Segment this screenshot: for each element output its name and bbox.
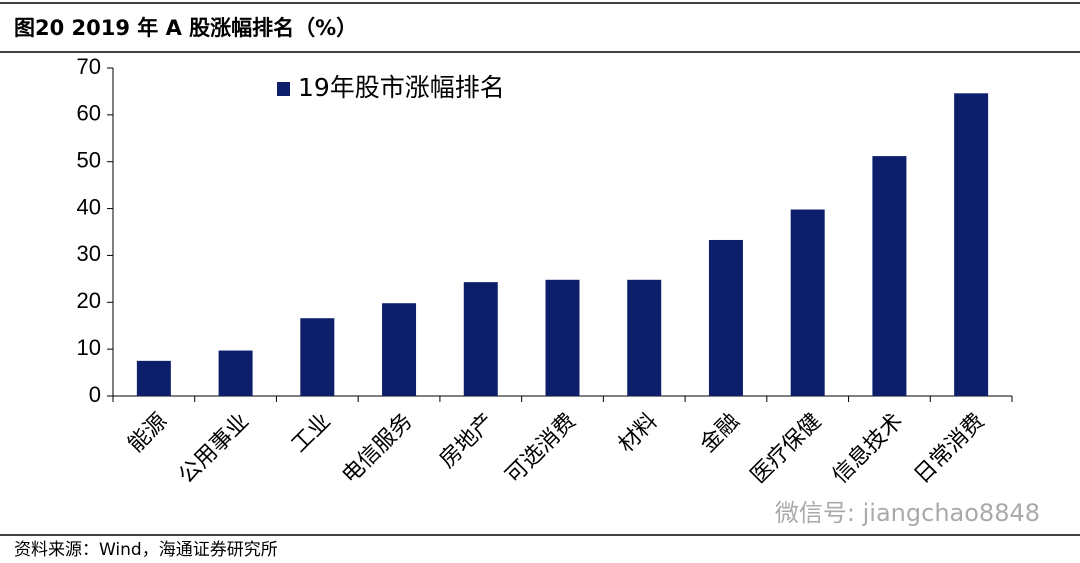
bar [872, 156, 907, 396]
bar [545, 279, 580, 396]
x-tick-label: 医疗保健 [746, 409, 826, 489]
y-tick-label: 70 [77, 54, 101, 79]
bar [136, 360, 171, 396]
source-note: 资料来源：Wind，海通证券研究所 [14, 540, 278, 560]
chart-title: 图20 2019 年 A 股涨幅排名（%） [14, 16, 357, 40]
x-tick-label: 电信服务 [338, 409, 418, 489]
x-tick-label: 信息技术 [828, 409, 908, 489]
bar [300, 318, 335, 396]
bar [790, 209, 825, 396]
bar [218, 350, 253, 396]
x-tick-label: 能源 [124, 409, 173, 458]
bar [463, 282, 498, 396]
x-tick-label: 金融 [696, 409, 745, 458]
x-tick-label: 日常消费 [910, 409, 990, 489]
y-tick-label: 0 [89, 382, 101, 407]
y-tick-label: 30 [77, 241, 101, 266]
bar [627, 279, 662, 396]
y-tick-label: 20 [77, 288, 101, 313]
y-tick-label: 60 [77, 101, 101, 126]
watermark: 微信号: jiangchao8848 [775, 499, 1040, 527]
x-tick-label: 可选消费 [501, 409, 581, 489]
y-tick-label: 50 [77, 148, 101, 173]
x-tick-label: 公用事业 [174, 409, 254, 489]
y-tick-label: 40 [77, 194, 101, 219]
legend-swatch [277, 82, 290, 96]
x-tick-label: 房地产 [435, 409, 499, 473]
bar [382, 303, 417, 396]
bar [954, 93, 989, 396]
bar [708, 239, 743, 396]
legend-label: 19年股市涨幅排名 [298, 73, 505, 102]
x-tick-label: 工业 [287, 409, 336, 458]
y-tick-label: 10 [77, 335, 101, 360]
x-tick-label: 材料 [614, 409, 663, 458]
